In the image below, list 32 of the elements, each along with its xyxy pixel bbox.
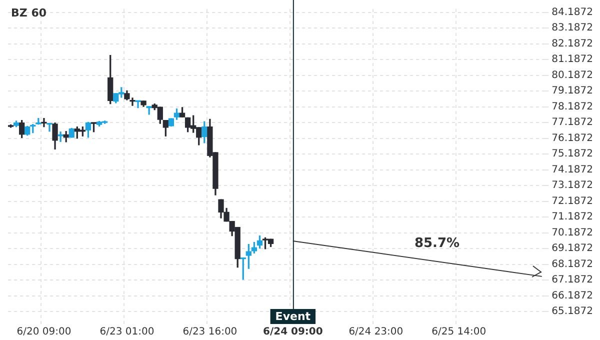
y-tick-label: 67.1872 [552, 274, 594, 286]
y-tick-label: 70.1872 [552, 227, 594, 238]
y-tick-label: 83.1872 [552, 22, 594, 34]
candlestick [58, 132, 64, 142]
ref-line-label: Event [275, 310, 311, 323]
y-tick-label: 81.1872 [552, 54, 594, 66]
y-tick-label: 76.1872 [552, 132, 594, 144]
y-tick-label: 72.1872 [552, 196, 594, 207]
x-tick-label: 6/20 09:00 [16, 326, 72, 338]
x-tick-label: 6/23 01:00 [100, 326, 154, 338]
y-tick-label: 79.1872 [552, 86, 594, 97]
candlestick [41, 118, 47, 128]
chart-title: BZ 60 [11, 6, 47, 20]
x-tick-label: 6/24 23:00 [348, 326, 404, 338]
y-tick-label: 65.1872 [552, 306, 594, 318]
x-tick-label: 6/23 16:00 [182, 326, 238, 338]
x-tick-label: 6/25 14:00 [432, 326, 486, 338]
y-tick-label: 66.1872 [552, 290, 594, 302]
y-tick-label: 68.1872 [552, 258, 594, 270]
y-tick-label: 69.1872 [552, 243, 594, 254]
y-tick-label: 78.1872 [552, 101, 594, 112]
candlestick [146, 106, 152, 115]
x-tick-label: 6/24 09:00 [263, 326, 323, 338]
y-tick-label: 77.1872 [552, 117, 594, 128]
y-tick-label: 74.1872 [552, 164, 594, 176]
y-tick-label: 84.1872 [552, 6, 594, 18]
y-tick-label: 75.1872 [552, 148, 594, 160]
y-tick-label: 82.1872 [552, 38, 594, 50]
y-tick-label: 73.1872 [552, 180, 594, 192]
y-tick-label: 71.1872 [552, 212, 594, 223]
y-tick-label: 80.1872 [552, 70, 594, 81]
annotation: 85.7% [414, 236, 460, 251]
